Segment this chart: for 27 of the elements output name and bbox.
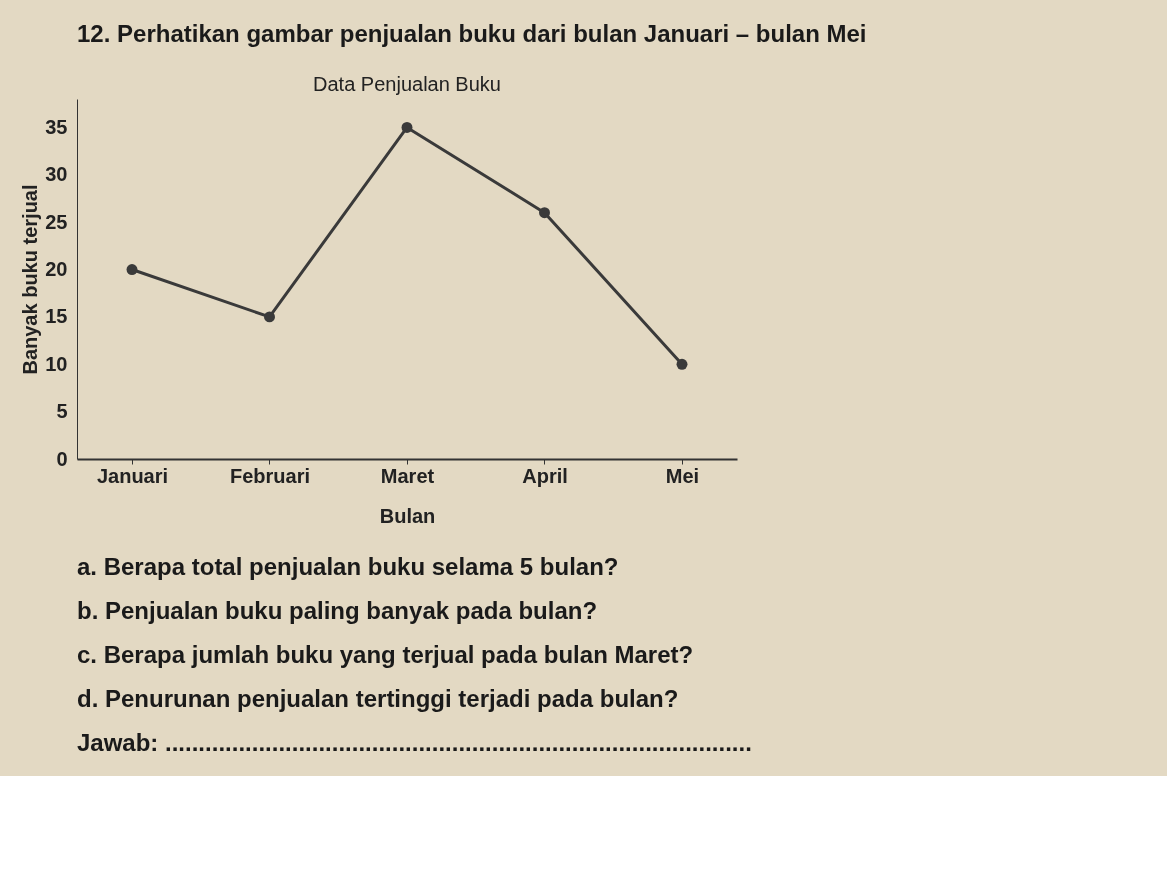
y-tick-label: 15 (45, 305, 68, 328)
text: Jawab: ........................................................................................ (77, 729, 752, 756)
y-tick-label: 10 (45, 352, 68, 375)
point (126, 264, 138, 275)
y-tick-label: 35 (45, 115, 68, 138)
text: d. Penurunan penjualan tertinggi terjadi pada bulan? (77, 685, 679, 712)
y-tick-label: 25 (45, 210, 68, 233)
point (676, 358, 688, 370)
chart-title: Data Penjualan Buku (313, 73, 501, 95)
text: a. Berapa total penjualan buku selama 5 bulan? (77, 553, 619, 580)
y-tick-label: 0 (56, 447, 68, 470)
y-tick-label: 5 (56, 400, 68, 423)
y-axis-title: Banyak buku terjual (19, 184, 42, 375)
point (539, 207, 550, 219)
text: b. Penjualan buku paling banyak pada bulan? (77, 597, 598, 624)
x-tick-label: Mei (665, 464, 700, 487)
point (264, 311, 275, 323)
x-tick-label: Februari (229, 464, 311, 487)
y-tick-label: 20 (45, 258, 68, 281)
x-tick-label: Januari (96, 464, 169, 487)
x-axis-title: Bulan (379, 504, 436, 527)
x-tick-label: Maret (380, 464, 435, 487)
point (401, 121, 413, 133)
text: 12. Perhatikan gambar penjualan buku dari bulan Januari – bulan Mei (77, 20, 867, 47)
x-tick-label: April (522, 464, 568, 487)
y-tick-label: 30 (45, 163, 68, 186)
text: c. Berapa jumlah buku yang terjual pada bulan Maret? (77, 641, 694, 668)
